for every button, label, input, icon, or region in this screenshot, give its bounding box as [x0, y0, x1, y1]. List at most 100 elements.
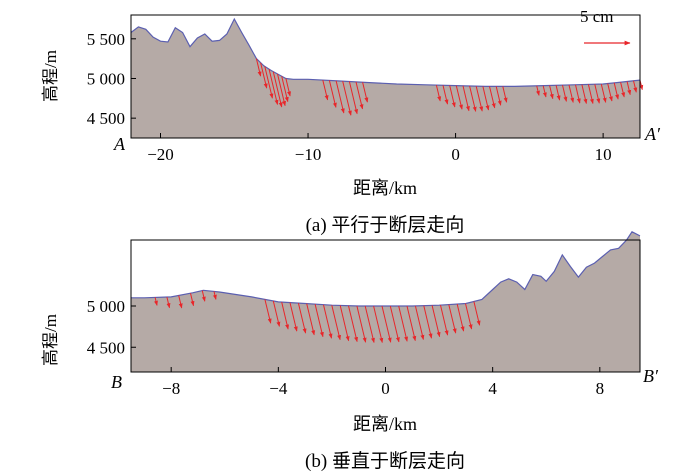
- displacement-vector: [442, 85, 449, 105]
- displacement-vector: [264, 66, 274, 99]
- panel-a-x-axis-title: 距离/km: [353, 178, 417, 198]
- panel-b-end-label: B′: [643, 366, 659, 386]
- displacement-vector: [449, 85, 456, 108]
- displacement-vector: [542, 85, 547, 98]
- panel-a-y-axis-title: 高程/m: [41, 50, 60, 102]
- displacement-vector: [277, 73, 286, 107]
- displacement-vector: [607, 83, 613, 102]
- displacement-vector: [342, 80, 352, 116]
- displacement-vector: [314, 303, 324, 338]
- x-tick-label: −4: [269, 379, 288, 398]
- displacement-vector: [462, 85, 470, 112]
- x-tick-label: −10: [295, 145, 322, 164]
- displacement-vector: [331, 305, 341, 341]
- displacement-vector: [435, 84, 442, 102]
- panel-a-x-ticks: −20 −10 0 10: [147, 133, 612, 164]
- displacement-vector: [469, 85, 477, 112]
- displacement-vector: [362, 82, 369, 103]
- displacement-vector: [626, 81, 632, 96]
- x-tick-label: −20: [147, 145, 174, 164]
- y-tick-label: 4 500: [87, 338, 125, 357]
- x-tick-label: 8: [596, 379, 605, 398]
- y-tick-label: 5 000: [87, 69, 125, 88]
- y-tick-label: 5 000: [87, 297, 125, 316]
- displacement-vector: [355, 81, 364, 110]
- displacement-vector: [448, 304, 457, 334]
- displacement-vector: [285, 78, 291, 97]
- displacement-vector: [323, 304, 333, 339]
- displacement-vector: [154, 297, 158, 306]
- panel-b-caption: (b) 垂直于断层走向: [305, 450, 465, 472]
- displacement-vector: [465, 303, 473, 330]
- displacement-vector: [455, 85, 463, 110]
- x-tick-label: 0: [451, 145, 460, 164]
- surface-profile-line: [131, 231, 641, 307]
- displacement-vector: [306, 303, 316, 336]
- panel-b-x-axis-title: 距离/km: [353, 414, 417, 434]
- panel-a-frame: [130, 14, 641, 139]
- displacement-vector: [489, 86, 496, 109]
- displacement-vector: [335, 80, 345, 114]
- panel-a-y-ticks: 4 500 5 000 5 500: [87, 30, 136, 128]
- panel-b-x-ticks: −8 −4 0 4 8: [162, 367, 604, 398]
- displacement-vector: [389, 305, 400, 343]
- displacement-vector: [549, 85, 554, 100]
- panel-b-start-label: B: [111, 372, 122, 392]
- displacement-vector: [289, 302, 298, 332]
- displacement-vector: [406, 305, 417, 342]
- y-tick-label: 4 500: [87, 109, 125, 128]
- displacement-vector: [264, 299, 272, 324]
- panel-a-caption: (a) 平行于断层走向: [306, 214, 465, 236]
- panel-b-y-axis-title: 高程/m: [41, 314, 60, 366]
- displacement-vector: [473, 301, 481, 326]
- displacement-vector: [594, 84, 601, 104]
- displacement-vector: [356, 305, 367, 343]
- displacement-vector: [339, 305, 350, 342]
- displacement-vector: [633, 80, 638, 93]
- scale-label: 5 cm: [580, 7, 614, 26]
- displacement-vector: [166, 296, 171, 309]
- panel-a-start-label: A: [113, 134, 126, 154]
- displacement-vector: [502, 86, 508, 103]
- displacement-vector: [260, 62, 268, 89]
- y-tick-label: 5 500: [87, 30, 125, 49]
- surface-profile-line: [130, 17, 641, 87]
- displacement-vector: [272, 71, 283, 108]
- displacement-vector: [190, 293, 195, 307]
- scale-bar: 5 cm: [580, 7, 631, 46]
- displacement-vector: [322, 79, 329, 101]
- displacement-vector: [297, 302, 307, 334]
- displacement-vector: [575, 84, 581, 104]
- panel-b-y-ticks: 4 500 5 000: [87, 297, 136, 357]
- displacement-vector: [562, 84, 568, 102]
- displacement-vector: [555, 85, 561, 101]
- displacement-vector: [536, 85, 540, 96]
- x-tick-label: −8: [162, 379, 180, 398]
- displacement-vector: [568, 84, 575, 103]
- displacement-vector: [613, 82, 619, 100]
- panel-a-end-label: A′: [644, 124, 661, 144]
- displacement-vector: [364, 305, 375, 343]
- displacement-vector: [281, 301, 290, 330]
- displacement-vector: [398, 305, 409, 342]
- displacement-vector: [482, 86, 490, 111]
- displacement-vector: [620, 82, 626, 98]
- panel-a: 4 500 5 000 5 500 −20 −10 0 10 A A′ 高程/m 距离/k…: [41, 7, 661, 236]
- x-tick-label: 0: [381, 379, 390, 398]
- terrain-area: [131, 231, 640, 372]
- displacement-vector: [201, 290, 206, 302]
- displacement-vector: [281, 76, 289, 103]
- displacement-vector: [348, 305, 358, 343]
- displacement-vector: [440, 304, 449, 336]
- displacement-vector: [268, 69, 279, 105]
- terrain-area: [131, 19, 640, 138]
- panel-b: 4 500 5 000 −8 −4 0 4 8 B B′ 高程/m 距离/km (b) 垂…: [41, 231, 659, 472]
- displacement-vector: [178, 295, 183, 309]
- displacement-vector: [272, 300, 281, 327]
- displacement-vector: [581, 84, 588, 104]
- displacement-vector: [348, 81, 359, 115]
- displacement-vector: [381, 305, 392, 343]
- displacement-vector: [423, 305, 433, 339]
